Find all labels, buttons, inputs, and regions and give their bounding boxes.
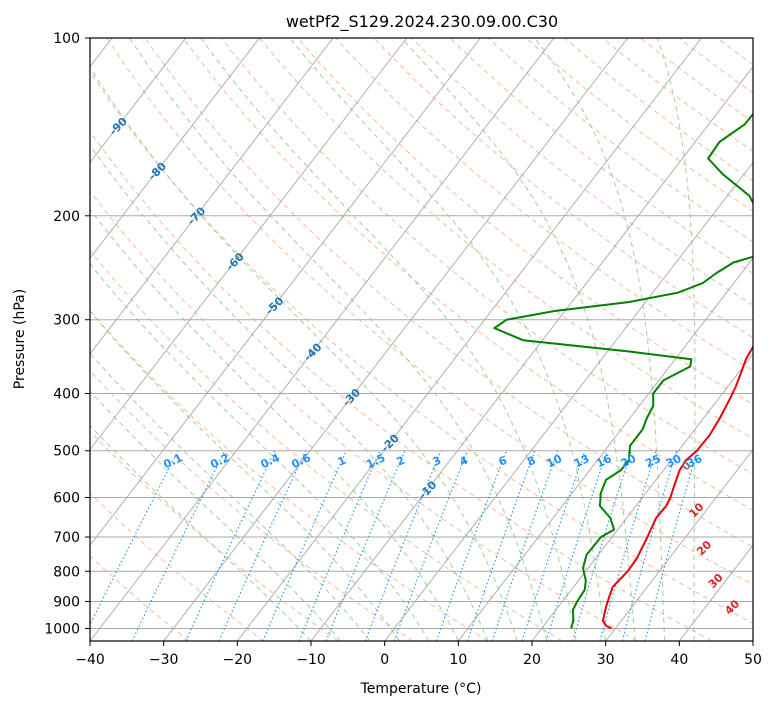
moist-adiabat-line bbox=[0, 38, 370, 641]
chart-title: wetPf2_S129.2024.230.09.00.C30 bbox=[286, 12, 558, 32]
isotherm-line bbox=[16, 38, 480, 641]
mixing-ratio-line bbox=[132, 451, 225, 641]
dry-adiabat-line bbox=[145, 38, 775, 641]
y-tick-label: 400 bbox=[53, 387, 80, 403]
y-tick-label: 800 bbox=[53, 564, 80, 580]
x-tick-label: −30 bbox=[149, 652, 179, 668]
mixing-ratio-label: 6 bbox=[497, 454, 510, 469]
x-tick-label: −40 bbox=[75, 652, 105, 668]
mixing-ratio-label: 0.4 bbox=[259, 451, 282, 471]
mixing-ratio-line bbox=[468, 451, 536, 641]
moist-adiabat-line bbox=[535, 38, 665, 641]
mixing-ratio-label: 1 bbox=[336, 454, 348, 469]
mixing-ratio-label: 8 bbox=[525, 454, 537, 469]
dry-adiabat-line bbox=[183, 38, 775, 641]
mixing-ratio-label: 1.5 bbox=[364, 451, 387, 471]
isotherm-label: -10 bbox=[416, 478, 439, 501]
dry-adiabat-line bbox=[679, 38, 775, 641]
mixing-ratio-line bbox=[622, 451, 676, 641]
isotherm-label: -50 bbox=[263, 294, 286, 317]
x-tick-label: −20 bbox=[223, 652, 253, 668]
y-tick-label: 200 bbox=[53, 209, 80, 225]
dry-adiabat-line bbox=[755, 38, 775, 641]
dry-adiabat-line bbox=[31, 38, 712, 641]
x-tick-label: 30 bbox=[597, 652, 615, 668]
dry-adiabat-line bbox=[0, 38, 264, 641]
mixing-ratio-label: 4 bbox=[458, 454, 471, 469]
mixing-ratio-line bbox=[492, 451, 557, 641]
x-tick-label: 10 bbox=[449, 652, 467, 668]
dry-adiabat-line bbox=[0, 38, 189, 641]
mixing-ratio-label: 0.1 bbox=[161, 451, 184, 471]
mixing-ratio-line bbox=[299, 451, 380, 641]
y-tick-label: 1000 bbox=[44, 621, 80, 637]
x-tick-label: 40 bbox=[670, 652, 688, 668]
mixing-ratio-line bbox=[645, 451, 697, 641]
isotherm-line bbox=[753, 38, 775, 641]
y-axis-title: Pressure (hPa) bbox=[12, 289, 28, 389]
y-tick-label: 300 bbox=[53, 313, 80, 329]
y-tick-label: 500 bbox=[53, 444, 80, 460]
x-tick-label: 0 bbox=[380, 652, 389, 668]
dry-adiabat-line bbox=[0, 38, 637, 641]
mixing-ratio-label: 10 bbox=[545, 452, 565, 470]
isotherm-label: -80 bbox=[146, 159, 169, 182]
mixing-ratio-line bbox=[436, 451, 506, 641]
dry-adiabat-line bbox=[374, 38, 775, 641]
isotherm-line bbox=[90, 38, 554, 641]
isotherm-line bbox=[385, 38, 775, 641]
moist-adiabat-line bbox=[72, 38, 517, 641]
moist-adiabat-line bbox=[0, 38, 399, 641]
y-tick-label: 100 bbox=[53, 31, 80, 47]
moist-adiabat-line bbox=[0, 38, 341, 641]
moist-adiabat-label: 20 bbox=[694, 538, 714, 558]
mixing-ratio-label: 20 bbox=[619, 452, 639, 470]
dry-adiabat-line bbox=[0, 38, 562, 641]
isotherm-label: -70 bbox=[185, 204, 208, 227]
moist-adiabat-line bbox=[402, 38, 635, 641]
dry-adiabat-line bbox=[450, 38, 775, 641]
dry-adiabat-line bbox=[0, 38, 488, 641]
mixing-ratio-label: 3 bbox=[431, 454, 443, 469]
mixing-ratio-label: 16 bbox=[594, 452, 614, 470]
x-tick-label: 50 bbox=[744, 652, 762, 668]
moist-adiabat-line bbox=[657, 38, 695, 641]
mixing-ratio-line bbox=[546, 451, 607, 641]
x-tick-label: −10 bbox=[296, 652, 326, 668]
mixing-ratio-line bbox=[263, 451, 346, 641]
mixing-ratio-label: 13 bbox=[572, 452, 591, 470]
y-tick-label: 700 bbox=[53, 530, 80, 546]
y-tick-label: 900 bbox=[53, 594, 80, 610]
isotherm-label: -30 bbox=[340, 386, 363, 409]
isotherm-label: -40 bbox=[301, 340, 324, 363]
isotherm-label: -90 bbox=[107, 115, 130, 138]
isotherm-line bbox=[0, 38, 333, 641]
mixing-ratio-label: 0.6 bbox=[290, 451, 313, 471]
mixing-ratio-line bbox=[219, 451, 306, 641]
isotherm-label: -20 bbox=[379, 431, 402, 454]
mixing-ratio-line bbox=[326, 451, 405, 641]
y-tick-label: 600 bbox=[53, 490, 80, 506]
dry-adiabat-line bbox=[0, 38, 413, 641]
x-tick-label: 20 bbox=[523, 652, 541, 668]
x-axis-title: Temperature (°C) bbox=[360, 681, 482, 697]
mixing-ratio-label: 0.2 bbox=[208, 451, 231, 471]
mixing-ratio-label: 2 bbox=[394, 454, 406, 469]
moist-adiabat-label: 30 bbox=[706, 571, 726, 591]
moist-adiabat-label: 10 bbox=[687, 500, 707, 520]
dry-adiabat-line bbox=[717, 38, 775, 641]
isotherm-line bbox=[164, 38, 628, 641]
moist-adiabat-label: 40 bbox=[722, 597, 742, 617]
isotherm-label: -60 bbox=[224, 250, 247, 273]
